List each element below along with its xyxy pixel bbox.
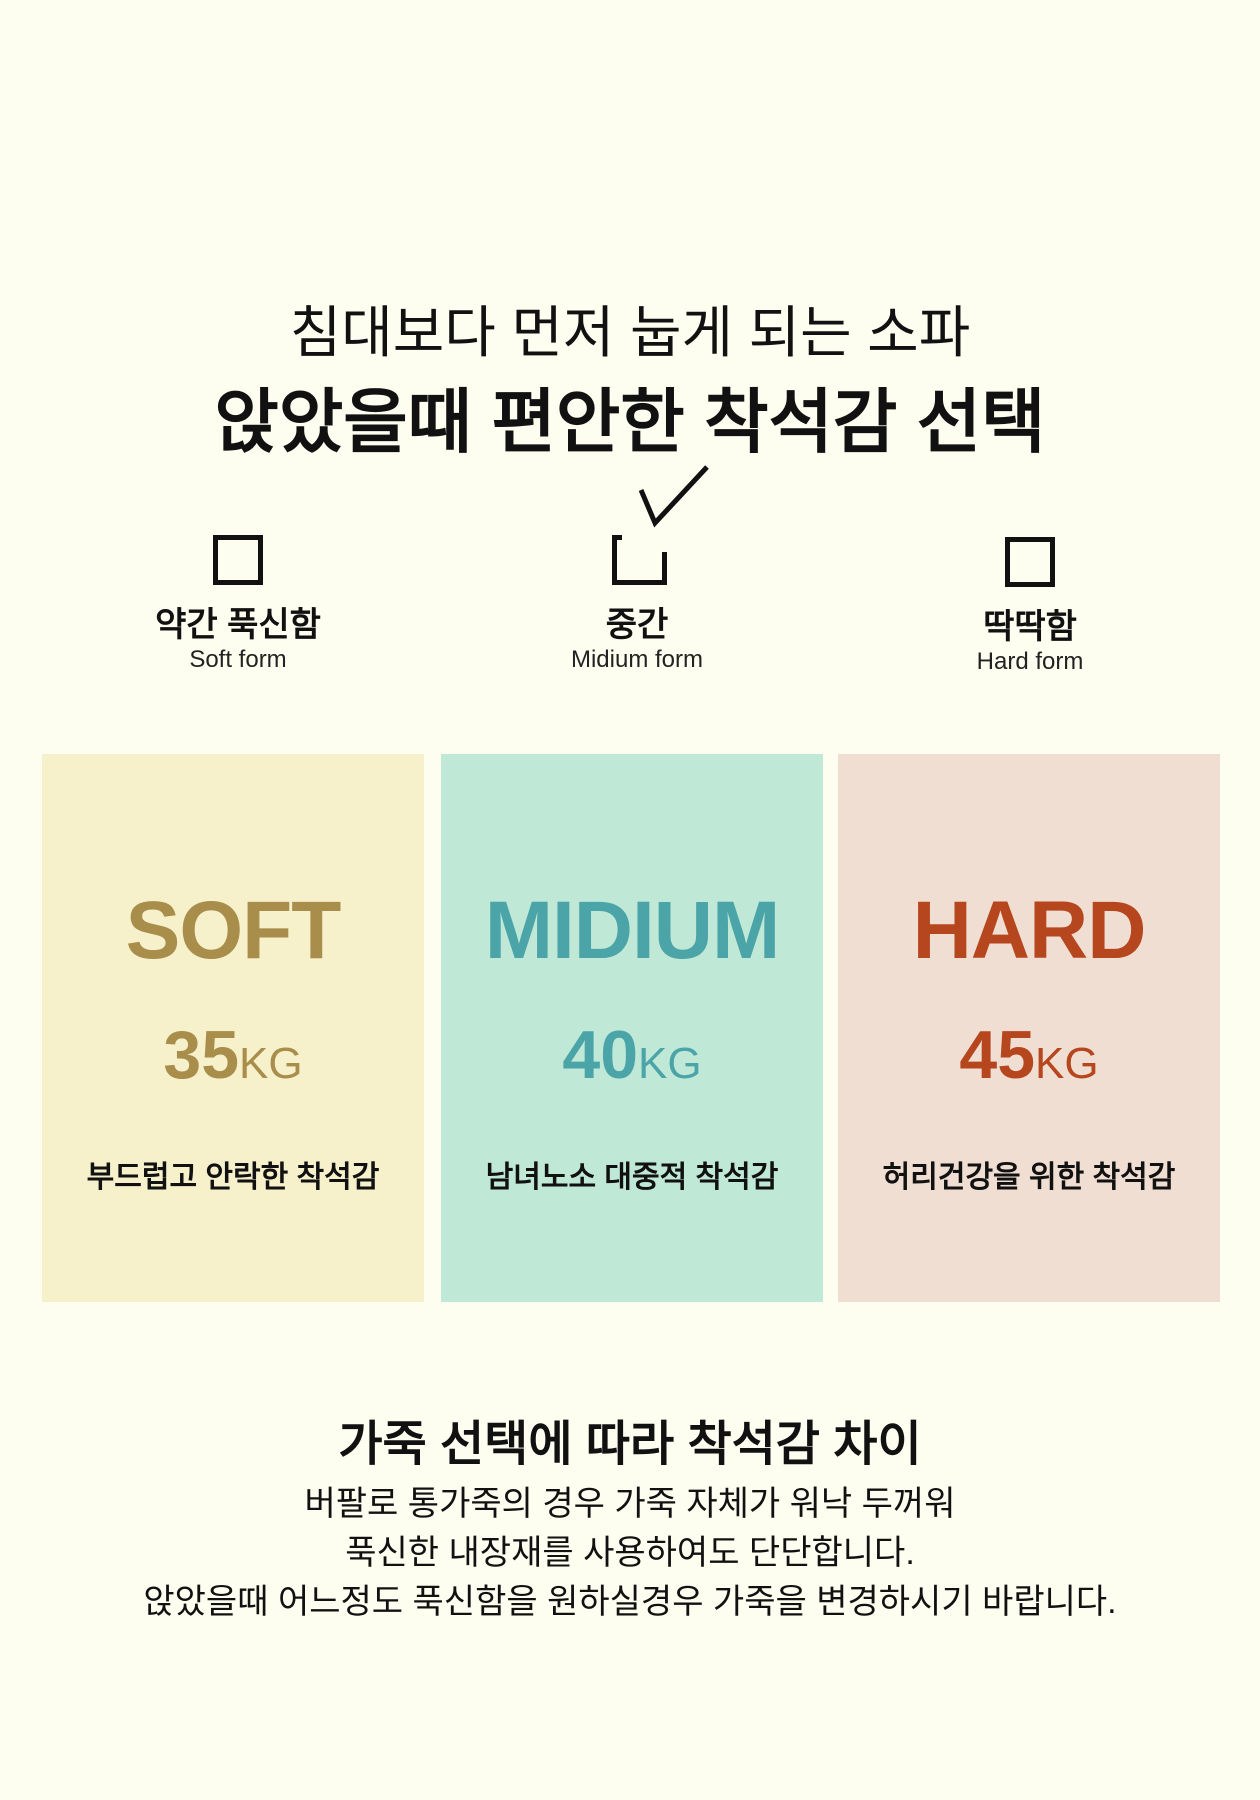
card-desc: 부드럽고 안락한 착석감 <box>86 1161 380 1194</box>
option-sub: Soft form <box>189 646 287 673</box>
option-hard[interactable]: 딱딱함 Hard form <box>880 537 1180 677</box>
option-label: 중간 <box>605 606 669 644</box>
checkbox-empty-icon[interactable] <box>213 535 263 585</box>
option-sub: Hard form <box>976 648 1084 675</box>
card-desc: 남녀노소 대중적 착석감 <box>485 1161 779 1194</box>
footer-line: 버팔로 통가죽의 경우 가죽 자체가 워낙 두꺼워 <box>304 1485 956 1523</box>
card-title: MIDIUM <box>484 885 781 976</box>
card-hard: HARD 45KG 허리건강을 위한 착석감 <box>838 754 1220 1302</box>
option-soft[interactable]: 약간 푹신함 Soft form <box>88 535 388 675</box>
checkbox-empty-icon[interactable] <box>1005 537 1055 587</box>
card-title: SOFT <box>125 885 342 976</box>
option-label: 약간 푹신함 <box>155 606 321 644</box>
option-medium[interactable]: 중간 Midium form <box>487 465 787 675</box>
page-title: 앉았을때 편안한 착석감 선택 <box>214 383 1046 461</box>
card-title: HARD <box>912 885 1147 976</box>
card-medium: MIDIUM 40KG 남녀노소 대중적 착석감 <box>441 754 823 1302</box>
weight-unit: KG <box>239 1039 303 1088</box>
weight-unit: KG <box>638 1039 702 1088</box>
weight-value: 35 <box>163 1017 240 1093</box>
card-desc: 허리건강을 위한 착석감 <box>882 1161 1176 1194</box>
card-weight: 40KG <box>441 1016 823 1094</box>
header-subtitle: 침대보다 먼저 눕게 되는 소파 <box>289 301 971 364</box>
option-sub: Midium form <box>570 646 703 673</box>
checkmark-icon <box>639 465 709 528</box>
footer-title: 가죽 선택에 따라 착석감 차이 <box>338 1418 922 1471</box>
weight-value: 40 <box>562 1017 639 1093</box>
option-label: 딱딱함 <box>983 608 1077 646</box>
card-soft: SOFT 35KG 부드럽고 안락한 착석감 <box>42 754 424 1302</box>
card-weight: 45KG <box>838 1016 1220 1094</box>
card-weight: 35KG <box>42 1016 424 1094</box>
weight-unit: KG <box>1035 1039 1099 1088</box>
weight-value: 45 <box>959 1017 1036 1093</box>
footer-line: 앉았을때 어느정도 푹신함을 원하실경우 가죽을 변경하시기 바랍니다. <box>143 1583 1117 1621</box>
checkbox-checked-icon[interactable] <box>612 465 709 585</box>
footer-line: 푹신한 내장재를 사용하여도 단단합니다. <box>345 1534 915 1572</box>
